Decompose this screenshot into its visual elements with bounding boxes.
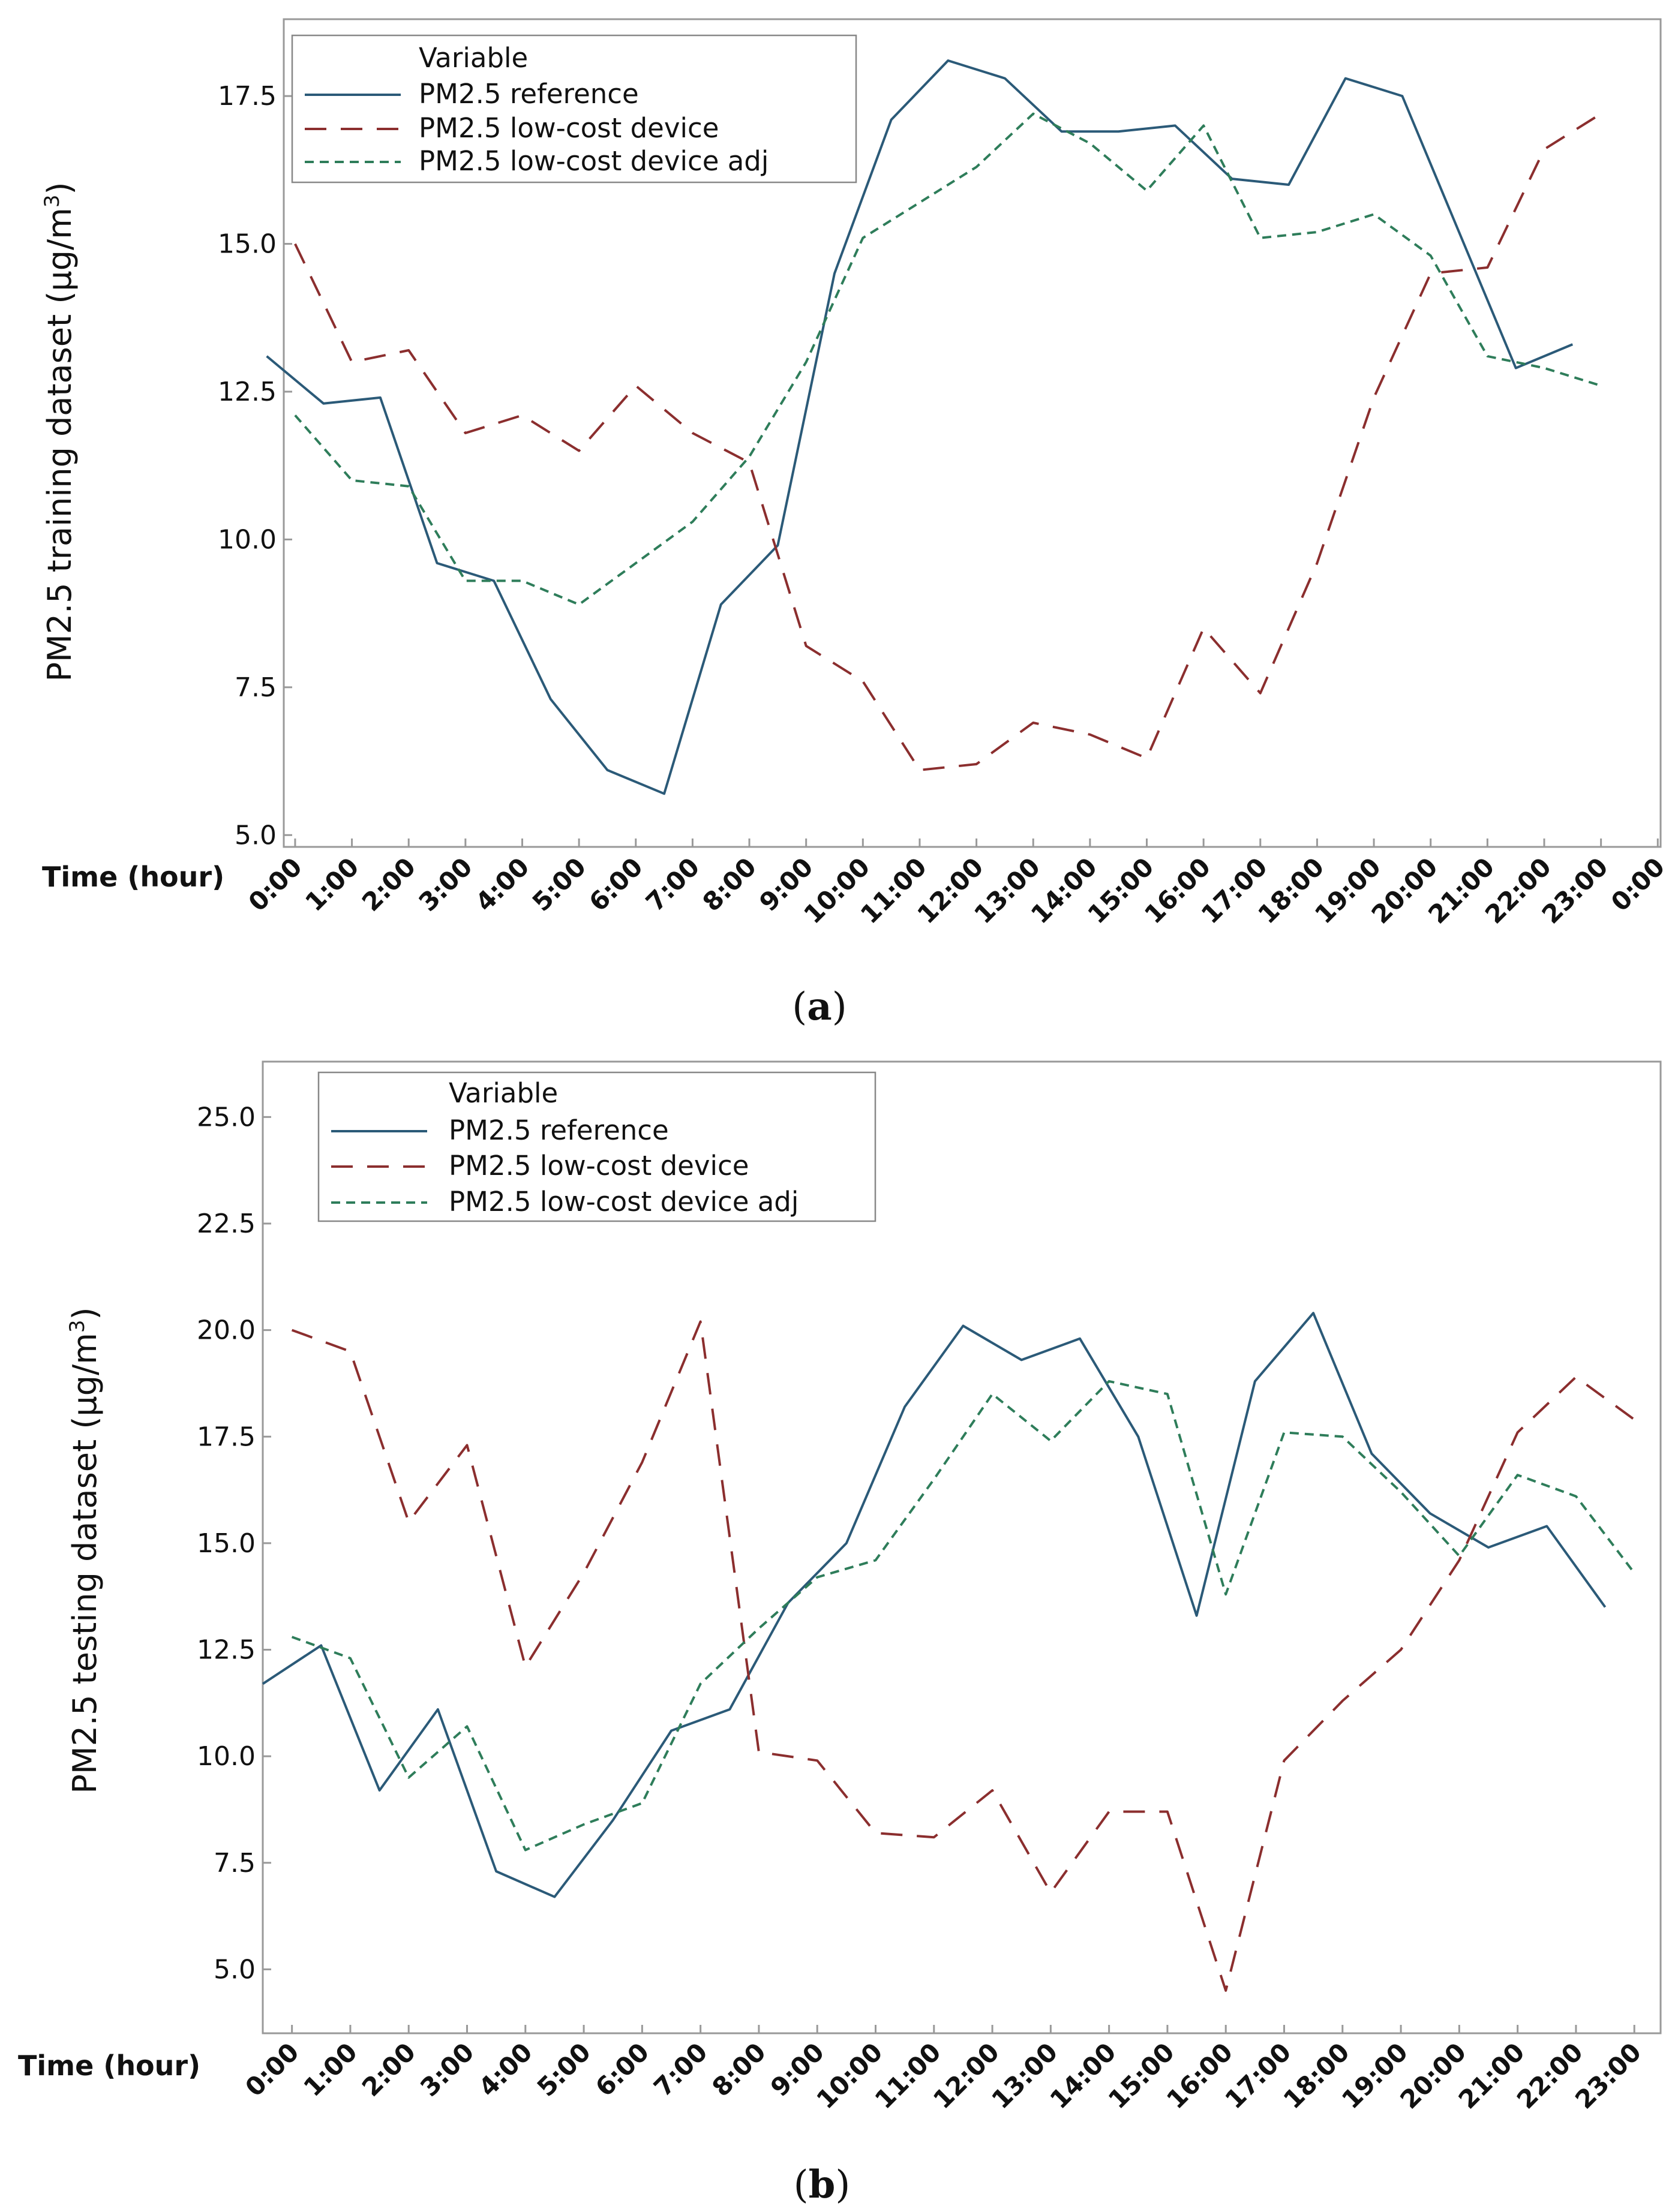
- chart-b-y-tick-label-2: 10.0: [197, 1741, 256, 1772]
- chart-b-y-axis-label-main: PM2.5 testing dataset (µg/m: [66, 1333, 104, 1793]
- chart-a-y-tick-label-4: 15.0: [218, 229, 277, 260]
- chart-a-y-tick-label-0: 5.0: [235, 820, 277, 850]
- chart-b-caption-open: (: [794, 2163, 809, 2207]
- chart-a-caption-close: ): [832, 985, 847, 1029]
- chart-a-caption-open: (: [792, 985, 807, 1029]
- chart-a-caption: (a): [792, 984, 846, 1029]
- chart-a-y-axis-label-sup: 3: [40, 195, 64, 208]
- chart-b-series-line-lowcost: [291, 1320, 1635, 1992]
- chart-b-y-tick-label-3: 12.5: [197, 1635, 256, 1666]
- chart-a-y-axis-label-close: ): [41, 182, 79, 194]
- chart-b-y-ticks: 5.0 7.5 10.0 12.5 15.0 17.5 20.0 22.5 25.0: [197, 1102, 271, 1985]
- chart-a-y-tick-label-3: 12.5: [218, 377, 277, 407]
- chart-a-y-axis-label: PM2.5 training dataset (µg/m3): [40, 182, 79, 681]
- chart-a-legend-title: Variable: [419, 42, 528, 74]
- chart-b-caption: (b): [794, 2162, 851, 2207]
- chart-a-series-line-adj: [294, 112, 1602, 606]
- chart-b-x-axis-label: Time (hour): [18, 2049, 200, 2082]
- chart-b-caption-letter: b: [809, 2162, 836, 2207]
- chart-a-caption-letter: a: [807, 984, 832, 1029]
- chart-a-y-tick-label-2: 10.0: [218, 524, 277, 555]
- chart-a-y-tick-label-5: 17.5: [218, 81, 277, 112]
- chart-b-legend-box: [317, 1071, 876, 1222]
- chart-b-y-tick-label-6: 20.0: [197, 1315, 256, 1346]
- chart-a-series-line-reference: [266, 59, 1574, 795]
- chart-b-series: [262, 1312, 1635, 1992]
- chart-a-series: [266, 59, 1602, 795]
- chart-b-y-tick-label-8: 25.0: [197, 1102, 256, 1132]
- chart-a-x-axis-label: Time (hour): [42, 861, 224, 893]
- chart-b-series-line-adj: [291, 1380, 1635, 1852]
- chart-b-plot-frame: [262, 1060, 1662, 2034]
- chart-b-legend-label-lowcost: PM2.5 low-cost device: [449, 1150, 749, 1182]
- chart-b-caption-close: ): [835, 2163, 850, 2207]
- chart-b-y-axis-label-close: ): [66, 1307, 104, 1320]
- chart-b-legend-label-adj: PM2.5 low-cost device adj: [449, 1186, 799, 1218]
- chart-a-y-axis-label-main: PM2.5 training dataset (µg/m: [41, 208, 79, 681]
- chart-b-legend-title: Variable: [449, 1077, 558, 1109]
- chart-a-plot-frame: [283, 18, 1662, 848]
- chart-b: 5.07.510.012.515.017.520.022.525.0 0:001…: [18, 1060, 1662, 2207]
- chart-b-y-tick-label-5: 17.5: [197, 1421, 256, 1452]
- chart-a-legend-label-lowcost: PM2.5 low-cost device: [419, 112, 719, 144]
- chart-a-y-tick-label-1: 7.5: [235, 672, 277, 703]
- chart-b-y-axis-label: PM2.5 testing dataset (µg/m3): [65, 1307, 104, 1793]
- chart-b-y-tick-label-1: 7.5: [214, 1848, 256, 1879]
- chart-b-y-tick-label-7: 22.5: [197, 1209, 256, 1239]
- chart-a-legend-label-adj: PM2.5 low-cost device adj: [419, 145, 769, 177]
- chart-b-y-tick-label-0: 5.0: [214, 1954, 256, 1985]
- chart-a-y-ticks: 5.0 7.5 10.0 12.5 15.0 17.5: [218, 81, 292, 850]
- chart-a-legend-label-reference: PM2.5 reference: [419, 78, 639, 110]
- chart-a-series-line-lowcost: [294, 113, 1602, 771]
- chart-a-legend-box: [291, 34, 857, 184]
- chart-a-legend: Variable PM2.5 reference PM2.5 low-cost …: [291, 34, 857, 184]
- chart-b-y-tick-label-4: 15.0: [197, 1528, 256, 1559]
- chart-b-legend: Variable PM2.5 reference PM2.5 low-cost …: [317, 1071, 876, 1222]
- chart-b-y-axis-label-sup: 3: [65, 1320, 89, 1333]
- chart-b-legend-label-reference: PM2.5 reference: [449, 1114, 669, 1146]
- chart-b-series-line-reference: [262, 1312, 1607, 1898]
